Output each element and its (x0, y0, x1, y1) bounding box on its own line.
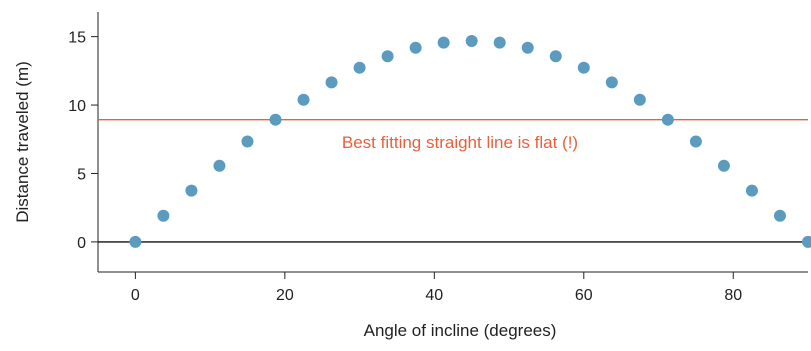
ticks: 0 20 40 60 80 0 5 10 15 (68, 30, 742, 304)
data-point (269, 113, 282, 126)
data-point (745, 184, 758, 197)
x-tick-label: 20 (276, 287, 294, 304)
y-tick-label: 15 (68, 30, 86, 47)
data-point (241, 135, 254, 148)
y-tick-label: 0 (77, 235, 86, 252)
fit-line-annotation: Best fitting straight line is flat (!) (342, 133, 578, 152)
data-point (437, 36, 450, 49)
data-point (381, 50, 394, 63)
y-axis-title: Distance traveled (m) (13, 61, 32, 223)
data-point (493, 36, 506, 49)
data-point (521, 41, 534, 54)
data-point (129, 235, 142, 248)
x-tick-label: 0 (131, 287, 140, 304)
data-point (213, 159, 226, 172)
x-tick-label: 60 (575, 287, 593, 304)
data-points (129, 35, 811, 248)
data-point (353, 61, 366, 74)
data-point (185, 184, 198, 197)
data-point (325, 76, 338, 89)
axes (97, 12, 808, 273)
data-point (577, 61, 590, 74)
data-point (605, 76, 618, 89)
data-point (633, 93, 646, 106)
data-point (802, 235, 811, 248)
data-point (157, 209, 170, 222)
data-point (297, 93, 310, 106)
data-point (689, 135, 702, 148)
x-tick-label: 40 (425, 287, 443, 304)
x-tick-label: 80 (724, 287, 742, 304)
data-point (409, 41, 422, 54)
y-tick-label: 5 (77, 166, 86, 183)
x-axis-title: Angle of incline (degrees) (364, 321, 557, 340)
data-point (661, 113, 674, 126)
data-point (717, 159, 730, 172)
y-tick-label: 10 (68, 98, 86, 115)
data-point (773, 209, 786, 222)
data-point (549, 50, 562, 63)
data-point (465, 35, 478, 48)
